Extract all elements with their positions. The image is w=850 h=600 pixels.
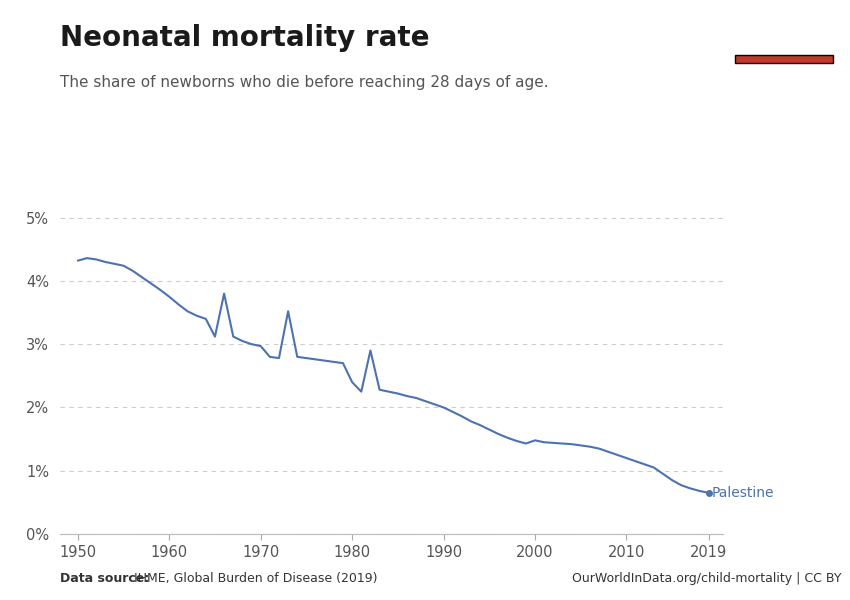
- FancyBboxPatch shape: [735, 55, 833, 63]
- Text: Palestine: Palestine: [711, 486, 774, 500]
- Text: IHME, Global Burden of Disease (2019): IHME, Global Burden of Disease (2019): [130, 572, 377, 585]
- Text: in Data: in Data: [762, 35, 807, 45]
- Text: OurWorldInData.org/child-mortality | CC BY: OurWorldInData.org/child-mortality | CC …: [572, 572, 842, 585]
- Text: Data source:: Data source:: [60, 572, 149, 585]
- Text: Neonatal mortality rate: Neonatal mortality rate: [60, 24, 429, 52]
- Text: Our World: Our World: [752, 21, 816, 31]
- Text: The share of newborns who die before reaching 28 days of age.: The share of newborns who die before rea…: [60, 75, 548, 90]
